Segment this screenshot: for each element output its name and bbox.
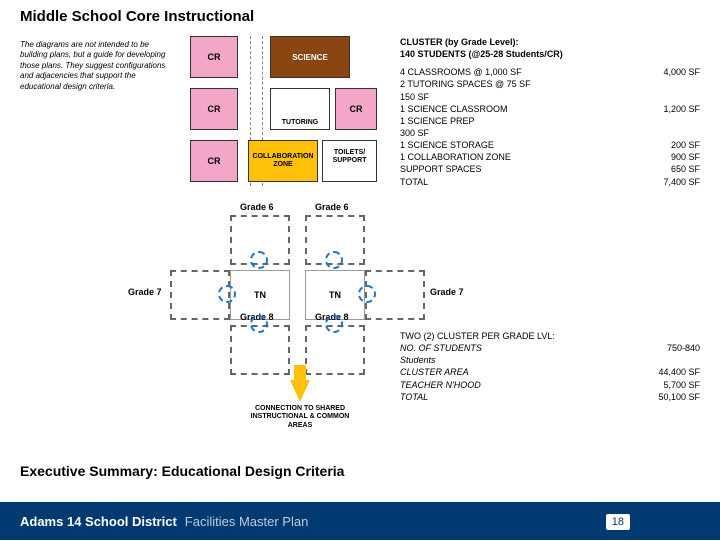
science-box: SCIENCE: [270, 36, 350, 78]
spec-header: 140 STUDENTS (@25-28 Students/CR): [400, 48, 700, 60]
classroom-box: CR: [190, 140, 238, 182]
grade-cluster-diagram: TN TN Grade 6 Grade 6 Grade 7 Grade 7 Gr…: [170, 215, 430, 375]
cluster-diagram: CR CR CR SCIENCE TUTORING CR COLLABORATI…: [190, 36, 380, 196]
spec-row: TEACHER N'HOOD5,700 SF: [400, 379, 700, 391]
collab-box: COLLABORATION ZONE: [248, 140, 318, 182]
disclaimer-text: The diagrams are not intended to be buil…: [20, 40, 170, 92]
grade-label: Grade 7: [430, 287, 464, 297]
classroom-box: CR: [335, 88, 377, 130]
tutoring-box: TUTORING: [270, 88, 330, 130]
spec-row: 1 SCIENCE CLASSROOM1,200 SF: [400, 103, 700, 115]
connector-icon: [325, 315, 343, 333]
spec-row: 1 COLLABORATION ZONE900 SF: [400, 151, 700, 163]
grade-label: Grade 6: [315, 202, 349, 212]
spec-row: 300 SF: [400, 127, 700, 139]
grade-label: Grade 6: [240, 202, 274, 212]
svg-text:AMS 14: AMS 14: [660, 517, 701, 529]
connector-icon: [218, 285, 236, 303]
spec-row: 4 CLASSROOMS @ 1,000 SF4,000 SF: [400, 66, 700, 78]
connection-label: CONNECTION TO SHARED INSTRUCTIONAL & COM…: [240, 405, 360, 430]
spec-row: SUPPORT SPACES650 SF: [400, 163, 700, 175]
page-number: 18: [606, 514, 630, 530]
summary-specs: TWO (2) CLUSTER PER GRADE LVL: NO. OF ST…: [400, 330, 700, 403]
connector-icon: [325, 251, 343, 269]
connector-icon: [358, 285, 376, 303]
spec-header: CLUSTER (by Grade Level):: [400, 36, 700, 48]
spec-row: 2 TUTORING SPACES @ 75 SF: [400, 78, 700, 90]
grade-label: Grade 7: [128, 287, 162, 297]
connector-icon: [250, 251, 268, 269]
spec-row: 1 SCIENCE STORAGE200 SF: [400, 139, 700, 151]
footer-plan: Facilities Master Plan: [185, 514, 309, 529]
summary-title: Executive Summary: Educational Design Cr…: [20, 463, 344, 479]
spec-row: NO. OF STUDENTS750-840: [400, 342, 700, 354]
footer-district: Adams 14 School District: [20, 514, 177, 529]
classroom-box: CR: [190, 36, 238, 78]
spec-row: Students: [400, 354, 700, 366]
spec2-header: TWO (2) CLUSTER PER GRADE LVL:: [400, 330, 700, 342]
toilet-box: TOILETS/ SUPPORT: [322, 140, 377, 182]
classroom-box: CR: [190, 88, 238, 130]
spec-row: 1 SCIENCE PREP: [400, 115, 700, 127]
connector-icon: [250, 315, 268, 333]
logo-icon: AMS 14: [638, 506, 708, 536]
spec-row: TOTAL7,400 SF: [400, 176, 700, 188]
cluster-specs: CLUSTER (by Grade Level): 140 STUDENTS (…: [400, 36, 700, 188]
spec-row: TOTAL50,100 SF: [400, 391, 700, 403]
page-title: Middle School Core Instructional: [20, 8, 254, 25]
spec-row: 150 SF: [400, 91, 700, 103]
down-arrow-icon: [290, 380, 310, 402]
spec-row: CLUSTER AREA44,400 SF: [400, 366, 700, 378]
